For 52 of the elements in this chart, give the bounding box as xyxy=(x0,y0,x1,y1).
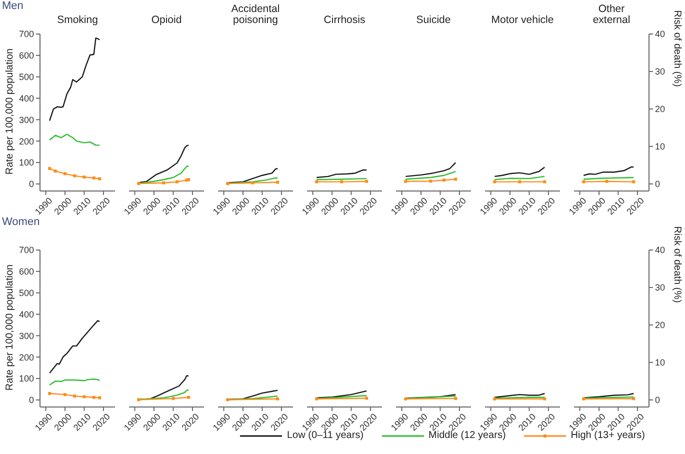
y2-tick-label: 20 xyxy=(655,320,666,330)
chart-title: Smoking xyxy=(56,13,99,26)
chart-title: Accidental poisoning xyxy=(230,2,281,26)
line-series xyxy=(49,320,100,374)
y-tick-label: 0 xyxy=(28,179,34,190)
y-axis-title: Rate per 100,000 population xyxy=(4,46,16,176)
legend-label: High (13+ years) xyxy=(570,430,645,441)
chart-title: Cirrhosis xyxy=(322,13,366,26)
y-tick-label: 400 xyxy=(18,93,34,104)
y-tick-label: 600 xyxy=(18,266,34,277)
y-tick-label: 200 xyxy=(18,136,34,146)
chart-subtitle: Men xyxy=(2,0,24,12)
y-tick-label: 700 xyxy=(18,29,34,40)
y-tick-label: 500 xyxy=(18,72,34,82)
point xyxy=(73,174,76,178)
y-tick-label: 100 xyxy=(18,374,34,384)
chart-title: Motor vehicle xyxy=(490,13,554,26)
y-axis-title: Rate per 100,000 population xyxy=(4,262,16,392)
legend-label: Low (0–11 years) xyxy=(287,430,364,441)
y2-tick-label: 10 xyxy=(655,358,666,368)
y-tick-label: 400 xyxy=(18,309,34,320)
point xyxy=(48,167,52,170)
y-tick-label: 0 xyxy=(28,395,34,406)
point xyxy=(54,170,57,173)
chart-title: Suicide xyxy=(415,13,452,26)
point xyxy=(98,177,102,180)
y-tick-label: 100 xyxy=(18,158,34,168)
legend-label: Middle (12 years) xyxy=(428,430,506,441)
y2-tick-label: 40 xyxy=(655,245,666,256)
point xyxy=(64,172,66,176)
y-tick-label: 300 xyxy=(18,114,34,125)
y2-tick-label: 10 xyxy=(655,142,666,152)
y2-tick-label: 0 xyxy=(655,179,660,190)
y-tick-label: 200 xyxy=(18,352,34,362)
y-tick-label: 500 xyxy=(18,288,34,298)
y2-tick-label: 30 xyxy=(655,66,666,77)
point xyxy=(82,176,86,179)
y2-axis-title: Risk of death (%) xyxy=(672,224,682,304)
y2-tick-label: 30 xyxy=(655,282,666,293)
point xyxy=(92,176,96,180)
y2-tick-label: 20 xyxy=(655,104,666,114)
y2-tick-label: 40 xyxy=(655,29,666,40)
y-tick-label: 300 xyxy=(18,330,34,341)
chart-title: Other external xyxy=(592,2,632,26)
line-series xyxy=(49,134,100,146)
y-tick-label: 600 xyxy=(18,50,34,61)
y2-axis-title: Risk of death (%) xyxy=(672,8,682,88)
chart-title: Opioid xyxy=(150,13,183,26)
y2-tick-label: 0 xyxy=(655,395,660,406)
line-series xyxy=(49,37,100,122)
y-tick-label: 700 xyxy=(18,245,34,256)
chart-subtitle: Women xyxy=(2,216,40,228)
